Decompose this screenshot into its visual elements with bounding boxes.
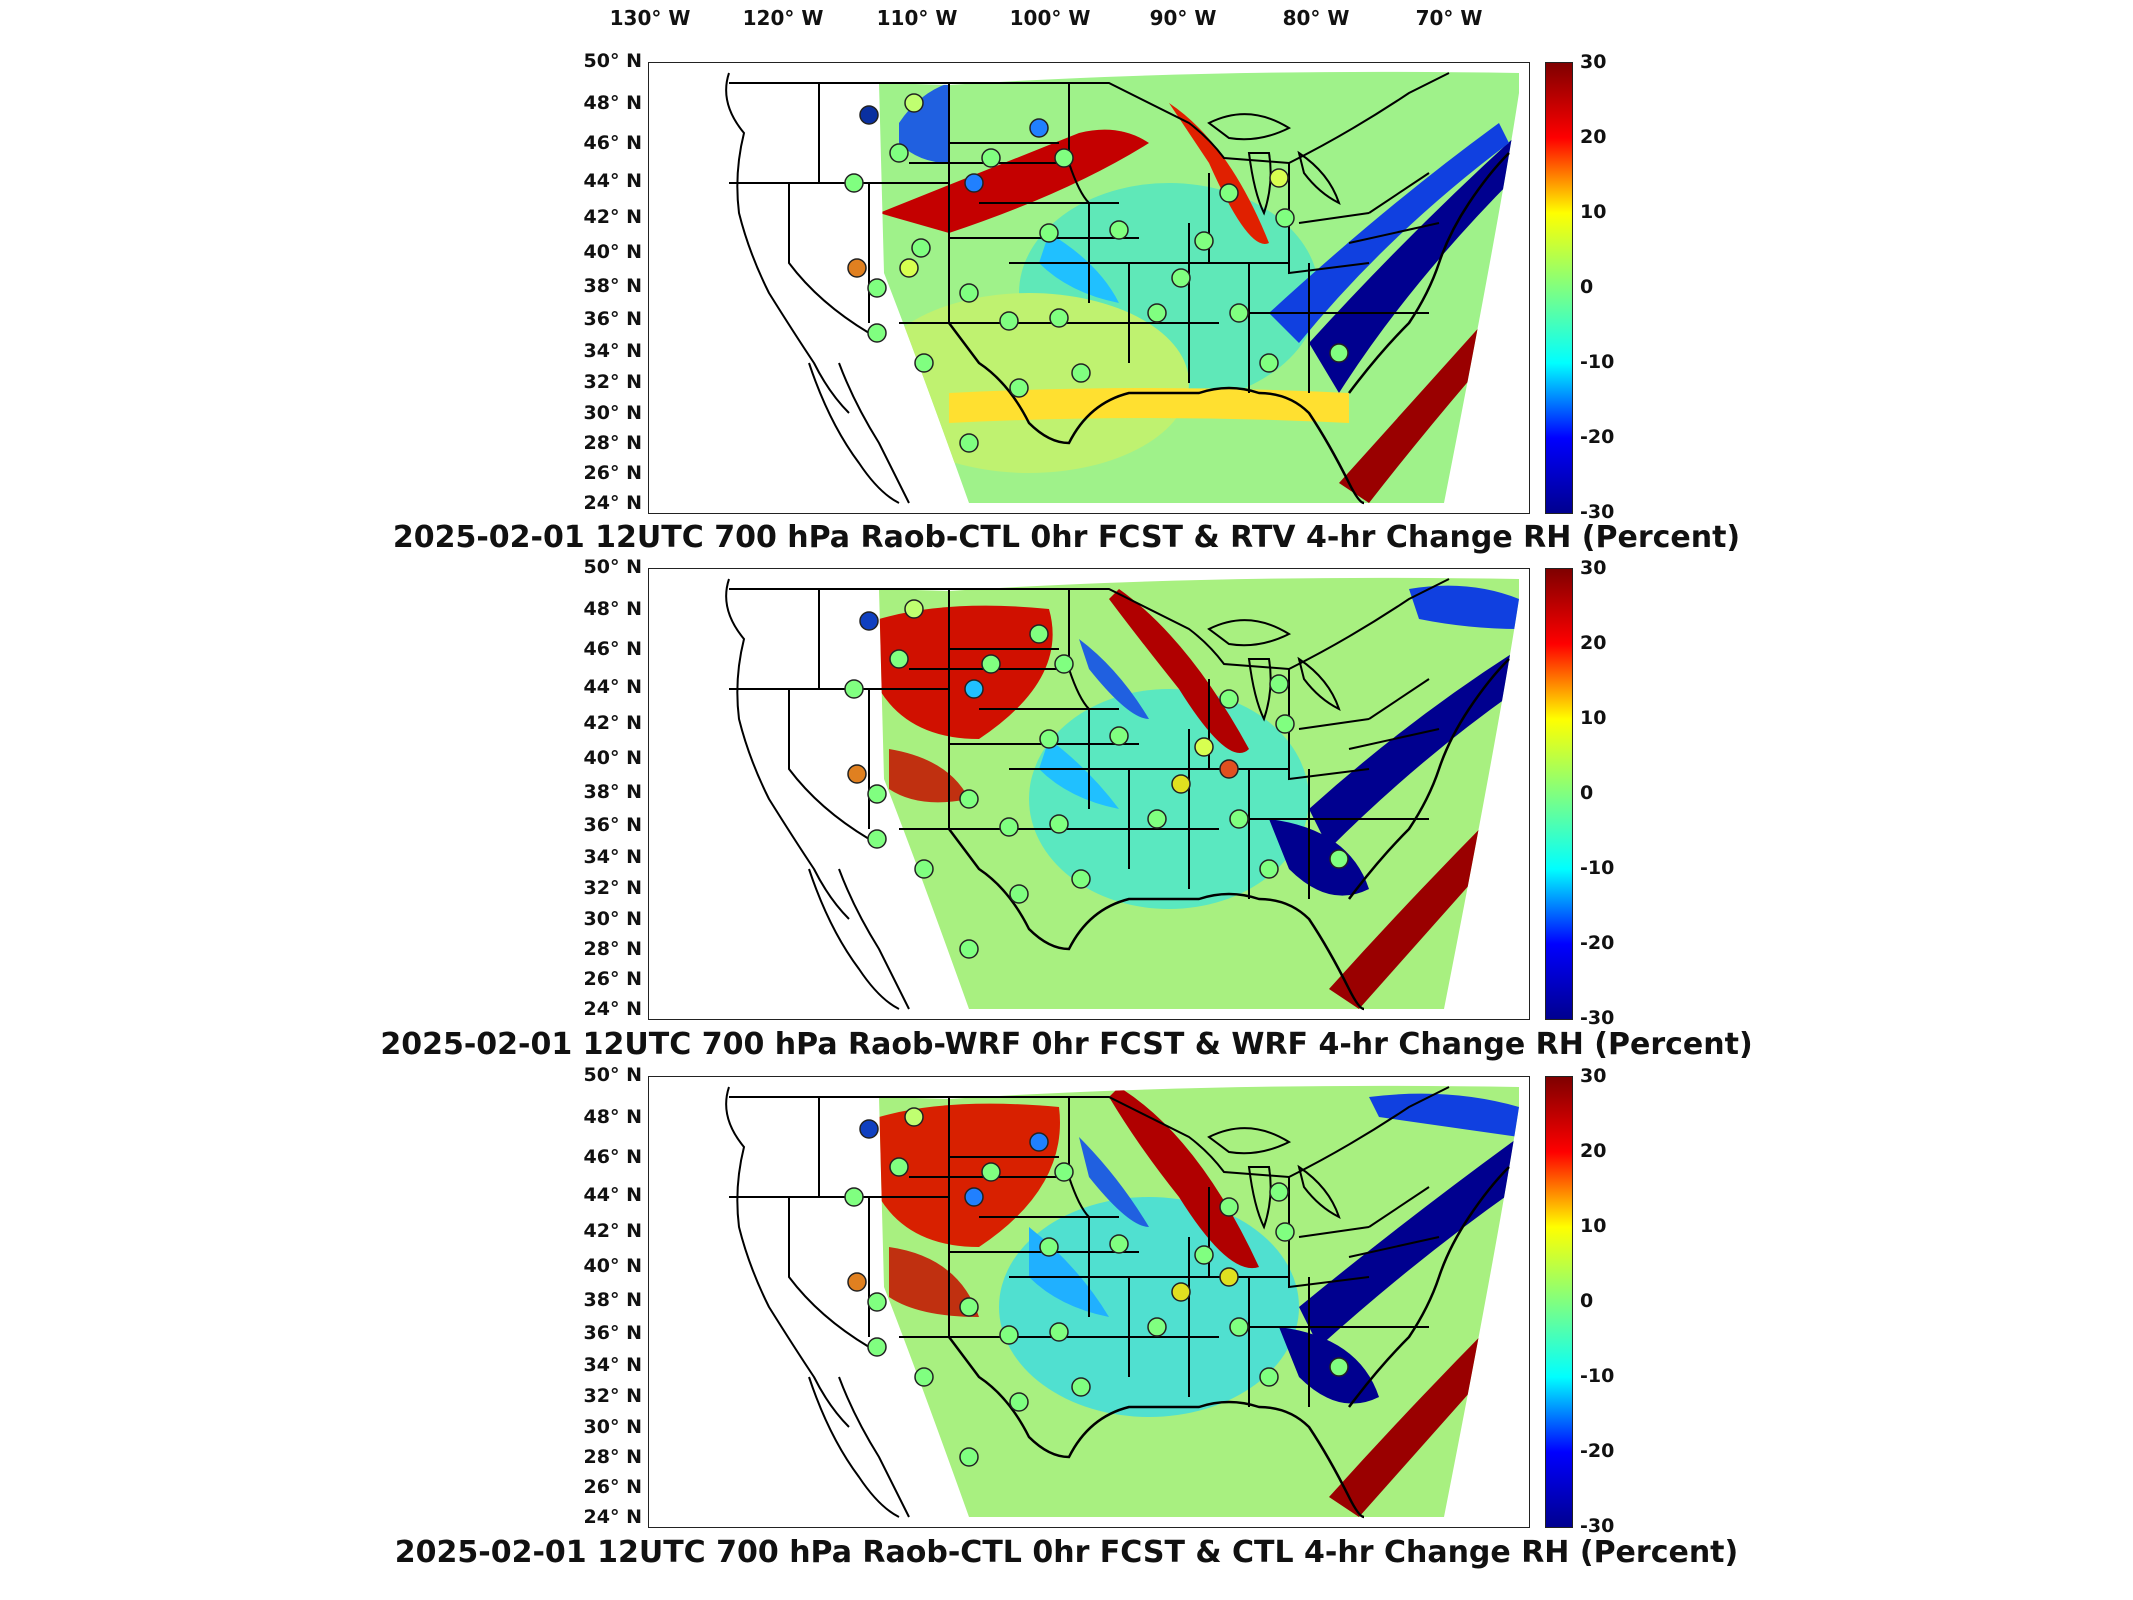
lat-label: 42° N xyxy=(583,712,642,734)
colorbar-tick: -30 xyxy=(1580,1515,1615,1537)
map-panel-1: 50° N 48° N 46° N 44° N 42° N 40° N 38° … xyxy=(0,0,2133,555)
lat-label: 46° N xyxy=(583,132,642,154)
lat-label: 48° N xyxy=(583,1106,642,1128)
colorbar xyxy=(1545,1076,1573,1528)
lat-label: 44° N xyxy=(583,1184,642,1206)
lon-label: 70° W xyxy=(1415,6,1483,30)
map-panel-2: 50° N 48° N 46° N 44° N 42° N 40° N 38° … xyxy=(0,0,2133,1062)
map-frame xyxy=(648,1076,1530,1528)
lat-label: 48° N xyxy=(583,598,642,620)
colorbar-tick: -10 xyxy=(1580,351,1615,373)
colorbar-tick: 10 xyxy=(1580,201,1607,223)
lat-label: 24° N xyxy=(583,1506,642,1528)
lat-label: 24° N xyxy=(583,998,642,1020)
lat-label: 34° N xyxy=(583,1354,642,1376)
panel-title: 2025-02-01 12UTC 700 hPa Raob-CTL 0hr FC… xyxy=(392,520,1741,555)
colorbar-tick: 0 xyxy=(1580,782,1594,804)
colorbar-tick: 20 xyxy=(1580,126,1607,148)
lat-label: 30° N xyxy=(583,402,642,424)
lat-label: 44° N xyxy=(583,676,642,698)
lon-label: 90° W xyxy=(1149,6,1217,30)
colorbar-tick: -20 xyxy=(1580,932,1615,954)
colorbar-tick: 0 xyxy=(1580,276,1594,298)
lat-label: 50° N xyxy=(583,50,642,72)
lat-label: 28° N xyxy=(583,1446,642,1468)
colorbar xyxy=(1545,62,1573,514)
lat-label: 32° N xyxy=(583,371,642,393)
map-frame xyxy=(648,568,1530,1020)
lon-label: 110° W xyxy=(876,6,958,30)
colorbar-tick: 30 xyxy=(1580,1065,1607,1087)
colorbar-tick: -20 xyxy=(1580,426,1615,448)
colorbar-tick: 20 xyxy=(1580,632,1607,654)
rh-change-field xyxy=(724,71,1519,505)
lat-label: 26° N xyxy=(583,1476,642,1498)
lat-label: 26° N xyxy=(583,462,642,484)
lat-label: 26° N xyxy=(583,968,642,990)
lon-label: 120° W xyxy=(742,6,824,30)
lon-label: 100° W xyxy=(1009,6,1091,30)
panel-title: 2025-02-01 12UTC 700 hPa Raob-CTL 0hr FC… xyxy=(394,1535,1739,1570)
lat-label: 50° N xyxy=(583,1064,642,1086)
colorbar-tick: 0 xyxy=(1580,1290,1594,1312)
lat-label: 44° N xyxy=(583,170,642,192)
lat-label: 38° N xyxy=(583,781,642,803)
lat-label: 30° N xyxy=(583,1416,642,1438)
colorbar-tick: 10 xyxy=(1580,1215,1607,1237)
lat-label: 34° N xyxy=(583,340,642,362)
map-frame xyxy=(648,62,1530,514)
lat-label: 32° N xyxy=(583,877,642,899)
panel-title: 2025-02-01 12UTC 700 hPa Raob-WRF 0hr FC… xyxy=(380,1027,1753,1062)
lat-label: 28° N xyxy=(583,938,642,960)
lat-label: 42° N xyxy=(583,1220,642,1242)
lat-label: 36° N xyxy=(583,814,642,836)
lon-label: 80° W xyxy=(1282,6,1350,30)
colorbar-tick: -20 xyxy=(1580,1440,1615,1462)
colorbar-tick: 30 xyxy=(1580,557,1607,579)
colorbar-tick: -10 xyxy=(1580,1365,1615,1387)
colorbar xyxy=(1545,568,1573,1020)
lat-label: 46° N xyxy=(583,1146,642,1168)
rh-change-field xyxy=(724,1085,1519,1519)
colorbar-tick: -30 xyxy=(1580,501,1615,523)
lat-label: 40° N xyxy=(583,241,642,263)
lat-label: 34° N xyxy=(583,846,642,868)
lat-label: 38° N xyxy=(583,1289,642,1311)
lat-label: 40° N xyxy=(583,1255,642,1277)
colorbar-tick: 30 xyxy=(1580,51,1607,73)
lat-label: 46° N xyxy=(583,638,642,660)
lat-label: 50° N xyxy=(583,556,642,578)
colorbar-tick: 10 xyxy=(1580,707,1607,729)
lat-label: 38° N xyxy=(583,275,642,297)
lat-label: 40° N xyxy=(583,747,642,769)
lat-label: 24° N xyxy=(583,492,642,514)
colorbar-tick: -10 xyxy=(1580,857,1615,879)
colorbar-tick: 20 xyxy=(1580,1140,1607,1162)
lon-label: 130° W xyxy=(609,6,691,30)
lat-label: 30° N xyxy=(583,908,642,930)
lat-label: 32° N xyxy=(583,1385,642,1407)
lat-label: 36° N xyxy=(583,1322,642,1344)
colorbar-tick: -30 xyxy=(1580,1007,1615,1029)
lat-label: 48° N xyxy=(583,92,642,114)
lat-label: 28° N xyxy=(583,432,642,454)
lat-label: 42° N xyxy=(583,206,642,228)
lat-label: 36° N xyxy=(583,308,642,330)
rh-change-field xyxy=(724,577,1519,1011)
